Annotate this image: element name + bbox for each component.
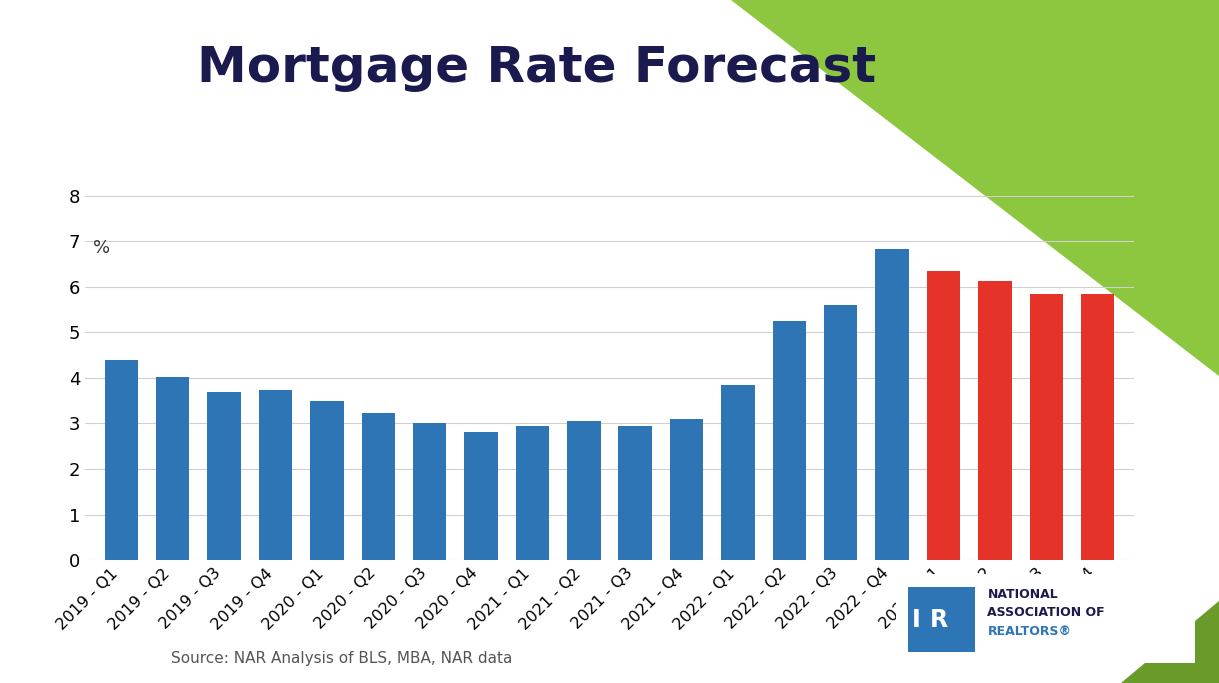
Text: R: R	[930, 608, 948, 632]
Bar	[105, 360, 138, 560]
Bar	[362, 413, 395, 560]
Bar	[926, 271, 961, 560]
Bar	[310, 401, 344, 560]
Text: I: I	[912, 608, 920, 632]
Bar	[773, 321, 806, 560]
Bar	[978, 281, 1012, 560]
Text: %: %	[93, 239, 110, 257]
Bar	[258, 390, 293, 560]
Text: REALTORS®: REALTORS®	[987, 624, 1072, 638]
Bar	[618, 426, 652, 560]
Text: ASSOCIATION OF: ASSOCIATION OF	[987, 606, 1104, 619]
Bar	[1030, 294, 1063, 560]
Text: Mortgage Rate Forecast: Mortgage Rate Forecast	[196, 44, 876, 92]
Bar	[722, 385, 755, 560]
Text: Source: NAR Analysis of BLS, MBA, NAR data: Source: NAR Analysis of BLS, MBA, NAR da…	[171, 651, 512, 666]
Bar	[567, 421, 601, 560]
Bar	[824, 305, 857, 560]
Bar	[464, 432, 497, 560]
Bar	[156, 377, 189, 560]
Bar	[516, 426, 549, 560]
Bar	[1081, 294, 1114, 560]
Bar	[413, 423, 446, 560]
Bar	[207, 393, 241, 560]
Bar	[875, 249, 909, 560]
Bar	[670, 419, 703, 560]
Text: NATIONAL: NATIONAL	[987, 587, 1058, 601]
